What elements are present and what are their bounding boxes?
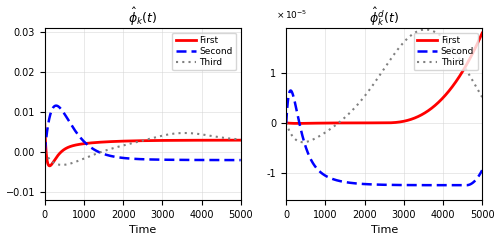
Second xyxy=(464,184,469,187)
Third xyxy=(283,121,289,124)
First xyxy=(295,122,301,125)
Second xyxy=(288,89,294,92)
Second xyxy=(476,175,482,178)
Third xyxy=(42,151,48,154)
First xyxy=(238,139,244,142)
Third xyxy=(59,163,65,166)
First xyxy=(64,146,70,149)
First xyxy=(46,164,52,167)
Line: Third: Third xyxy=(286,29,482,142)
Third xyxy=(234,138,240,141)
Second xyxy=(126,157,132,160)
First xyxy=(213,139,219,142)
Second xyxy=(213,159,219,161)
First xyxy=(454,78,460,81)
Third xyxy=(213,135,219,138)
Text: $\times\,10^{-5}$: $\times\,10^{-5}$ xyxy=(276,9,308,21)
Second xyxy=(367,183,373,186)
Third xyxy=(358,99,364,102)
Line: Second: Second xyxy=(45,106,240,160)
Third xyxy=(454,54,460,57)
Third xyxy=(76,159,82,162)
First xyxy=(479,32,485,34)
Title: $\hat{\phi}_k^d(t)$: $\hat{\phi}_k^d(t)$ xyxy=(369,6,399,28)
Line: Second: Second xyxy=(286,91,482,185)
Legend: First, Second, Third: First, Second, Third xyxy=(414,33,478,70)
Line: Third: Third xyxy=(45,133,240,165)
Third xyxy=(238,138,244,141)
First xyxy=(283,121,289,124)
First xyxy=(126,140,132,142)
Second xyxy=(234,159,240,161)
Second xyxy=(479,169,485,172)
Second xyxy=(76,134,82,137)
First xyxy=(476,40,482,43)
Second xyxy=(53,104,59,107)
Third xyxy=(306,140,312,143)
Third xyxy=(422,28,428,31)
First xyxy=(42,123,48,126)
Second xyxy=(318,171,324,174)
Second xyxy=(306,153,312,156)
Second xyxy=(358,182,364,185)
First xyxy=(358,121,364,124)
Third xyxy=(64,163,70,166)
First xyxy=(234,139,240,142)
Second xyxy=(283,121,289,124)
First xyxy=(367,121,373,124)
Third xyxy=(367,88,373,91)
Legend: First, Second, Third: First, Second, Third xyxy=(172,33,236,70)
Third xyxy=(300,141,306,144)
Second xyxy=(454,184,460,187)
Third xyxy=(117,145,123,148)
Second xyxy=(238,159,244,161)
X-axis label: Time: Time xyxy=(129,225,156,235)
Third xyxy=(479,96,485,99)
First xyxy=(318,122,324,125)
First xyxy=(306,122,312,125)
X-axis label: Time: Time xyxy=(370,225,398,235)
Third xyxy=(182,132,188,134)
Second xyxy=(42,151,48,154)
First xyxy=(76,143,82,146)
First xyxy=(117,140,123,143)
Line: First: First xyxy=(45,124,240,166)
Second xyxy=(117,156,123,159)
Second xyxy=(64,117,70,120)
Third xyxy=(126,143,132,146)
Third xyxy=(476,89,482,92)
Third xyxy=(318,134,324,137)
Line: First: First xyxy=(286,33,482,123)
Title: $\hat{\phi}_k(t)$: $\hat{\phi}_k(t)$ xyxy=(128,6,158,28)
